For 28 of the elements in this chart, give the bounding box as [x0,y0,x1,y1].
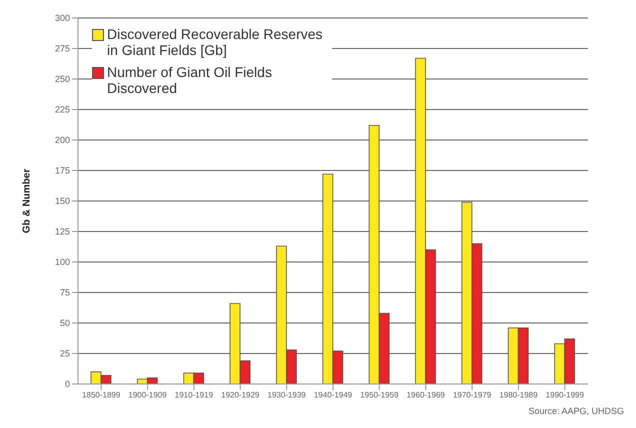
x-tick-label: 1930-1939 [268,390,306,400]
y-tick-label: 250 [54,74,70,84]
x-tick-label: 1970-1979 [452,390,492,400]
y-tick-label: 225 [54,104,70,115]
x-tick-label: 1920-1929 [221,390,260,400]
x-tick-label: 1910-1919 [174,390,214,400]
x-tick-label: 1900-1909 [128,390,168,400]
y-tick-label: 75 [60,288,70,298]
x-tick-label: 1960-1969 [406,390,446,400]
y-axis-title: Gb & Number [22,168,33,234]
y-tick-label: 200 [54,135,70,146]
legend-label: Number of Giant Oil Fields Discovered [107,64,273,96]
x-tick-label: 1990-1999 [546,390,584,400]
y-tick-label: 300 [54,13,70,24]
source-note: Source: AAPG, UHDSG [528,406,624,416]
y-tick-label: 0 [64,379,70,390]
x-tick-label: 1980-1989 [499,390,538,400]
y-tick-label: 50 [60,318,70,328]
y-tick-label: 275 [54,44,70,54]
y-tick-label: 150 [54,196,70,206]
x-tick-label: 1850-1899 [82,390,121,400]
y-tick-label: 100 [54,257,70,268]
legend-label: Discovered Recoverable Reserves in Giant Fields [Gb] [107,26,324,58]
y-tick-label: 25 [60,348,70,359]
y-tick-label: 125 [54,226,70,237]
x-tick-label: 1950-1959 [360,390,400,400]
y-tick-label: 175 [54,166,70,176]
x-tick-label: 1940-1949 [314,390,353,400]
